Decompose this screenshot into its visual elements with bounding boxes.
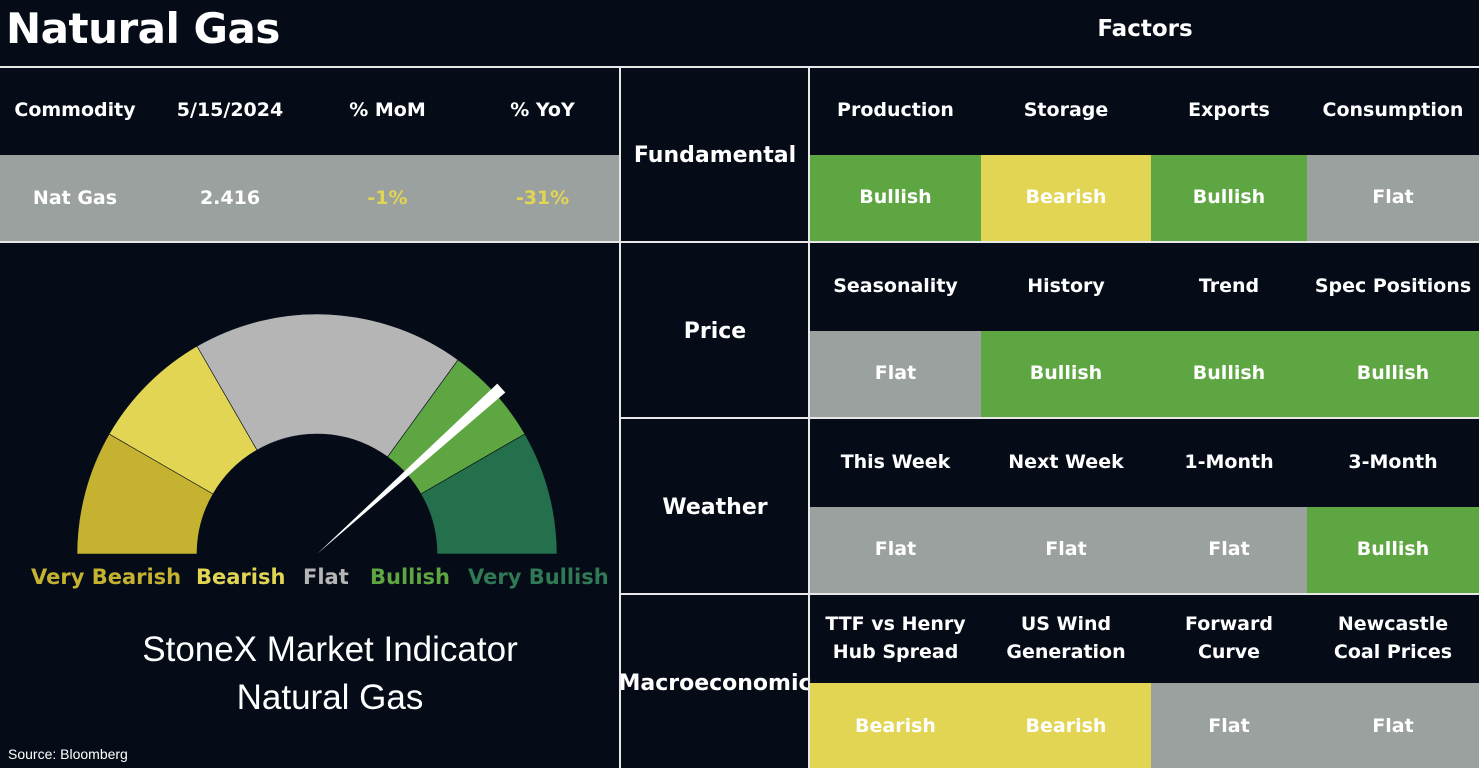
- commodity-header: Commodity: [14, 99, 136, 122]
- divider-left: [619, 66, 621, 768]
- factor-category-weather: Weather: [662, 494, 768, 520]
- factors-title: Factors: [1097, 16, 1193, 42]
- factor-category-price: Price: [683, 318, 747, 344]
- factor-value: Flat: [1307, 155, 1479, 241]
- factor-value: Bullish: [1151, 331, 1307, 417]
- indicator-caption-line1: StoneX Market Indicator: [142, 630, 518, 669]
- mom-header: % MoM: [349, 99, 426, 122]
- commodity-name: Nat Gas: [32, 186, 118, 209]
- factor-name: US Wind Generation: [1006, 613, 1126, 663]
- factor-name: History: [1027, 275, 1105, 298]
- factor-name: Consumption: [1322, 99, 1464, 122]
- factor-value: Flat: [1307, 683, 1479, 768]
- market-indicator-gauge: [76, 313, 558, 555]
- factor-value: Flat: [810, 507, 981, 593]
- page-title: Natural Gas: [6, 4, 280, 53]
- divider-top: [0, 66, 1479, 68]
- factor-name: Next Week: [1008, 451, 1124, 474]
- factor-category-macroeconomic: Macroeconomic: [618, 670, 812, 696]
- legend-bullish: Bullish: [370, 565, 451, 589]
- divider-row1: [0, 241, 1479, 243]
- factor-value: Bullish: [1307, 331, 1479, 417]
- factor-value: Bullish: [981, 331, 1151, 417]
- factor-name: Trend: [1198, 275, 1260, 298]
- factor-name: Storage: [1023, 99, 1109, 122]
- factor-value: Bullish: [810, 155, 981, 241]
- divider-row2: [620, 417, 1479, 419]
- gauge-segment-very-bullish: [420, 433, 558, 555]
- factor-name: Newcastle Coal Prices: [1333, 613, 1453, 663]
- divider-row3: [620, 593, 1479, 595]
- factor-name: 1-Month: [1184, 451, 1274, 474]
- factor-value: Flat: [1151, 683, 1307, 768]
- factor-value: Flat: [1151, 507, 1307, 593]
- factor-value: Bearish: [981, 683, 1151, 768]
- divider-category: [808, 66, 810, 768]
- factor-name: 3-Month: [1348, 451, 1438, 474]
- factor-name: Forward Curve: [1185, 613, 1273, 663]
- yoy-header: % YoY: [510, 99, 575, 122]
- factor-value: Flat: [981, 507, 1151, 593]
- factor-value: Flat: [810, 331, 981, 417]
- factor-value: Bullish: [1151, 155, 1307, 241]
- mom-change: -1%: [367, 186, 408, 209]
- commodity-price: 2.416: [199, 186, 261, 209]
- legend-very-bearish: Very Bearish: [31, 565, 182, 589]
- factor-value: Bearish: [810, 683, 981, 768]
- legend-bearish: Bearish: [196, 565, 286, 589]
- legend-flat: Flat: [303, 565, 349, 589]
- factor-value: Bullish: [1307, 507, 1479, 593]
- yoy-change: -31%: [515, 186, 570, 209]
- indicator-caption-line2: Natural Gas: [236, 678, 424, 717]
- factor-name: TTF vs Henry Hub Spread: [825, 613, 966, 663]
- commodity-row-background: [0, 155, 620, 242]
- factor-name: Seasonality: [833, 275, 958, 298]
- factor-name: Spec Positions: [1314, 275, 1472, 298]
- gauge-segment-flat: [196, 313, 459, 458]
- gauge-needle: [317, 383, 506, 554]
- factor-name: Exports: [1188, 99, 1270, 122]
- factor-category-fundamental: Fundamental: [633, 142, 797, 168]
- legend-very-bullish: Very Bullish: [468, 565, 609, 589]
- factor-value: Bearish: [981, 155, 1151, 241]
- date-header: 5/15/2024: [176, 99, 284, 122]
- source-note: Source: Bloomberg: [8, 746, 128, 762]
- factor-name: This Week: [840, 451, 951, 474]
- factor-name: Production: [837, 99, 954, 122]
